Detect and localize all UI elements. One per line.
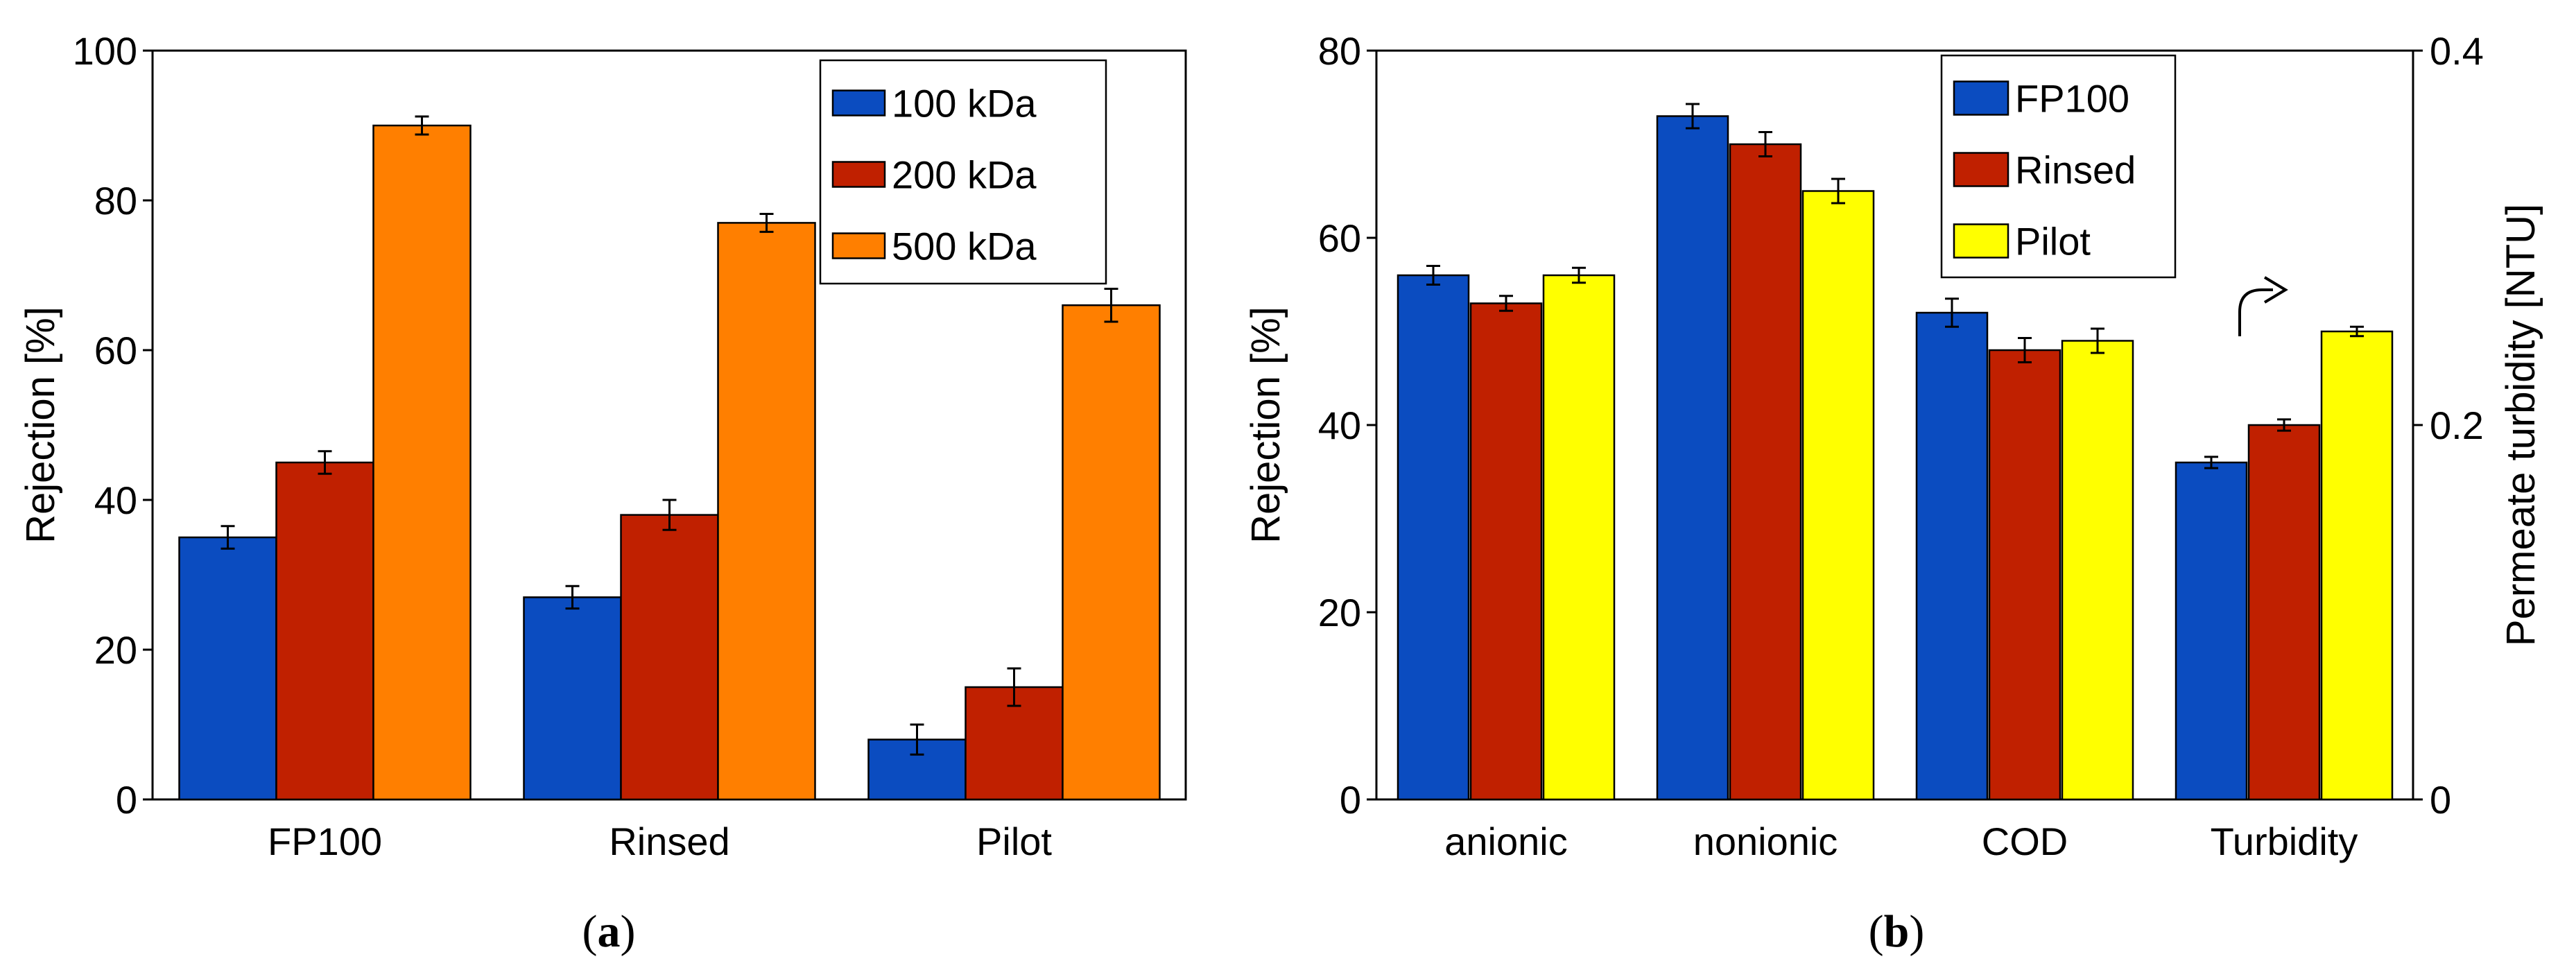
y-tick-label: 100 (73, 29, 137, 73)
legend-label: Pilot (2015, 220, 2091, 263)
bar (2175, 461, 2248, 801)
y-tick-label: 80 (94, 179, 137, 223)
bar (620, 514, 719, 801)
panel-a-x-axis: FP100 Rinsed Pilot (268, 820, 1052, 863)
panel-a-label-letter: a (598, 906, 621, 957)
x-tick-label: Turbidity (2211, 820, 2358, 863)
legend-label: 100 kDa (892, 82, 1037, 125)
y-tick-label: 60 (94, 329, 137, 372)
bar (1397, 274, 1470, 801)
legend-swatch (831, 161, 886, 188)
y-tick-label: 60 (1318, 216, 1361, 260)
y-tick-label: 80 (1318, 29, 1361, 73)
panel-b-label: (b) (1869, 906, 1925, 957)
legend-label: 500 kDa (892, 225, 1037, 268)
bar (1062, 304, 1161, 801)
bar (1915, 311, 1989, 801)
bar (1801, 190, 1875, 801)
bar (2247, 424, 2321, 801)
bar (1469, 302, 1543, 801)
x-tick-label: COD (1982, 820, 2068, 863)
legend-swatch (831, 89, 886, 116)
legend-swatch (831, 232, 886, 259)
legend-swatch (1953, 80, 2009, 116)
panel-b-legend: FP100 Rinsed Pilot (1940, 54, 2177, 279)
y2-tick-label: 0 (2430, 778, 2451, 822)
y2-tick-label: 0.4 (2430, 29, 2484, 73)
panel-a-bars (178, 115, 1161, 801)
panel-b-x-axis: anionic nonionic COD Turbidity (1444, 820, 2358, 863)
y-tick-label: 20 (94, 628, 137, 672)
panel-b-label-letter: b (1884, 906, 1910, 957)
y-tick-label: 0 (1340, 778, 1361, 822)
panel-a-y-axis-title: Rejection [%] (18, 306, 63, 544)
x-tick-label: anionic (1444, 820, 1567, 863)
panel-a-chart: 0 20 40 60 80 100 FP100 Rinsed Pilot Rejection … (18, 29, 1187, 957)
bar (2061, 340, 2134, 801)
legend-swatch (1953, 152, 2009, 187)
panel-b-secondary-y-axis: 0 0.2 0.4 (2413, 29, 2484, 822)
bar (523, 596, 622, 801)
x-tick-label: FP100 (268, 820, 382, 863)
panel-a-y-axis: 0 20 40 60 80 100 (73, 29, 153, 822)
bar (1729, 143, 1802, 801)
panel-b-chart: 0 20 40 60 80 0 0.2 0.4 anionic nonionic COD Turb… (1243, 29, 2543, 957)
y-tick-label: 20 (1318, 591, 1361, 634)
y-tick-label: 40 (94, 478, 137, 522)
bar (1542, 274, 1616, 801)
legend-label: Rinsed (2015, 148, 2136, 192)
x-tick-label: Rinsed (609, 820, 729, 863)
y2-tick-label: 0.2 (2430, 404, 2484, 447)
panel-a-label: (a) (582, 906, 636, 957)
legend-label: FP100 (2015, 77, 2129, 121)
bar (178, 536, 277, 801)
panel-b-bars (1397, 103, 2394, 801)
bar (1656, 115, 1729, 801)
legend-label: 200 kDa (892, 153, 1037, 197)
bar (372, 124, 472, 801)
bar (2320, 330, 2394, 801)
x-tick-label: nonionic (1693, 820, 1838, 863)
x-tick-label: Pilot (976, 820, 1052, 863)
panel-b-y-axis-title: Rejection [%] (1243, 306, 1288, 544)
secondary-axis-arrow-icon (2238, 276, 2288, 336)
panel-b-secondary-y-axis-title: Permeate turbidity [NTU] (2498, 204, 2543, 646)
bar (717, 222, 816, 801)
bar (275, 461, 374, 801)
bar (1988, 349, 2061, 801)
y-tick-label: 40 (1318, 404, 1361, 447)
panel-b-y-axis: 0 20 40 60 80 (1318, 29, 1376, 822)
legend-swatch (1953, 223, 2009, 259)
y-tick-label: 0 (116, 778, 137, 822)
panel-a-legend: 100 kDa 200 kDa 500 kDa (819, 59, 1107, 285)
